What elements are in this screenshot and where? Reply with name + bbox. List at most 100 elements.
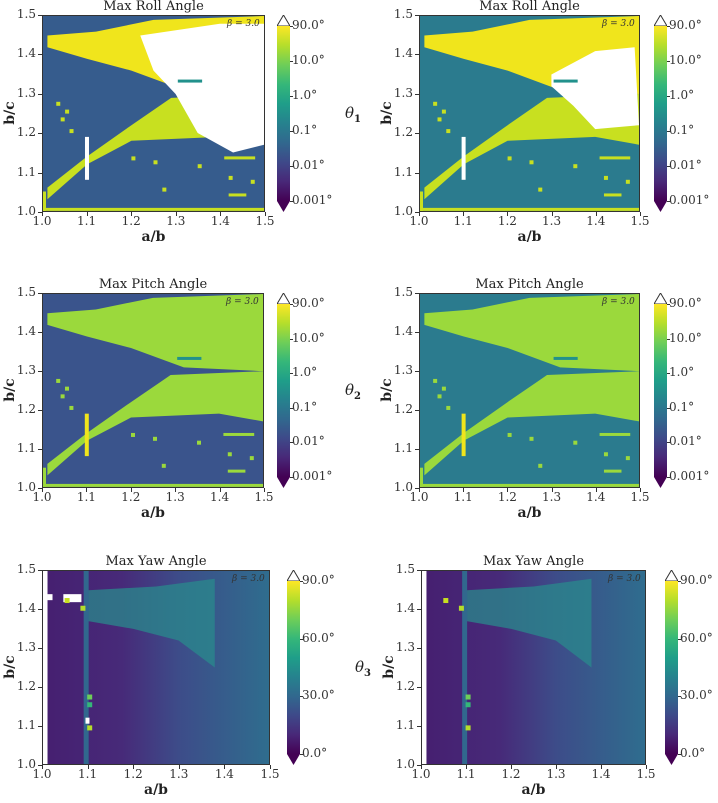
x-axis-label: a/b bbox=[517, 229, 542, 245]
x-tick-mark bbox=[640, 212, 641, 216]
colorbar-tick-mark bbox=[290, 26, 293, 27]
heatmap-plot bbox=[419, 15, 640, 212]
y-tick-label: 1.1 bbox=[16, 441, 36, 455]
y-tick-mark bbox=[38, 371, 42, 372]
y-tick-label: 1.2 bbox=[395, 679, 415, 693]
x-tick-label: 1.3 bbox=[166, 214, 186, 228]
colorbar-tick-label: 10.0° bbox=[292, 330, 325, 345]
x-tick-label: 1.3 bbox=[169, 767, 189, 781]
x-tick-label: 1.5 bbox=[260, 767, 280, 781]
y-tick-mark bbox=[415, 212, 419, 213]
colorbar-tick-mark bbox=[667, 166, 670, 167]
x-tick-label: 1.1 bbox=[453, 214, 473, 228]
y-tick-label: 1.0 bbox=[395, 757, 415, 771]
colorbar-tick-mark bbox=[678, 696, 681, 698]
colorbar-tick-mark bbox=[290, 338, 293, 340]
colorbar-tick-label: 90.0° bbox=[680, 573, 713, 587]
x-tick-mark bbox=[463, 212, 465, 216]
heatmap-plot bbox=[42, 15, 265, 212]
colorbar-tick-mark bbox=[290, 304, 293, 305]
x-tick-label: 1.2 bbox=[123, 767, 143, 781]
colorbar-tick-mark bbox=[678, 754, 681, 755]
colorbar-tick-mark bbox=[300, 696, 303, 698]
colorbar-tick-mark bbox=[678, 638, 681, 640]
x-tick-mark bbox=[42, 488, 43, 492]
x-tick-mark bbox=[133, 765, 135, 769]
colorbar-label: θ3 bbox=[355, 658, 371, 679]
x-tick-label: 1.3 bbox=[165, 490, 185, 504]
panel-title: Max Yaw Angle bbox=[482, 554, 585, 569]
x-tick-label: 1.4 bbox=[586, 214, 606, 228]
colorbar-tick-label: 10.0° bbox=[669, 330, 702, 345]
x-tick-label: 1.5 bbox=[255, 214, 275, 228]
colorbar-tick-mark bbox=[290, 477, 293, 478]
y-tick-label: 1.1 bbox=[393, 441, 413, 455]
colorbar-tick-label: 90.0° bbox=[669, 18, 702, 32]
colorbar-tick-mark bbox=[290, 373, 293, 375]
x-tick-mark bbox=[640, 488, 641, 492]
colorbar-tick-label: 0.0° bbox=[302, 746, 328, 760]
y-tick-mark bbox=[415, 172, 419, 174]
y-tick-label: 1.0 bbox=[16, 204, 36, 218]
x-tick-mark bbox=[224, 765, 226, 769]
colorbar-tick-label: 0.001° bbox=[292, 469, 333, 483]
x-tick-mark bbox=[42, 212, 43, 216]
x-tick-mark bbox=[595, 488, 597, 492]
x-tick-label: 1.5 bbox=[630, 214, 650, 228]
y-tick-mark bbox=[38, 93, 42, 95]
y-tick-label: 1.4 bbox=[393, 324, 413, 338]
beta-annotation: β = 3.0 bbox=[232, 574, 265, 584]
x-tick-mark bbox=[220, 212, 222, 216]
colorbar-tick-label: 0.1° bbox=[669, 399, 695, 414]
heatmap-plot bbox=[42, 293, 264, 488]
y-tick-label: 1.2 bbox=[393, 125, 413, 140]
colorbar-tick-label: 30.0° bbox=[302, 688, 335, 703]
x-tick-label: 1.5 bbox=[630, 490, 650, 504]
theta-symbol: θ bbox=[355, 657, 365, 676]
x-tick-label: 1.0 bbox=[32, 214, 52, 228]
colorbar-tick-label: 0.0° bbox=[680, 746, 706, 760]
colorbar-label: θ2 bbox=[345, 381, 361, 402]
y-tick-mark bbox=[38, 570, 42, 571]
x-axis-label: a/b bbox=[144, 782, 168, 798]
panel-title: Max Roll Angle bbox=[479, 0, 580, 14]
x-tick-mark bbox=[130, 488, 132, 492]
colorbar-tick-mark bbox=[300, 754, 303, 755]
x-tick-label: 1.4 bbox=[591, 767, 611, 781]
x-tick-mark bbox=[419, 488, 420, 492]
y-tick-mark bbox=[417, 648, 421, 649]
y-tick-mark bbox=[38, 133, 42, 135]
y-tick-mark bbox=[415, 488, 419, 489]
x-tick-label: 1.1 bbox=[456, 767, 476, 781]
x-axis-label: a/b bbox=[521, 782, 546, 798]
heatmap-plot bbox=[421, 570, 646, 765]
y-tick-mark bbox=[415, 54, 419, 56]
y-tick-label: 1.1 bbox=[393, 164, 413, 179]
x-tick-label: 1.2 bbox=[497, 214, 517, 228]
colorbar-tick-label: 0.01° bbox=[669, 434, 702, 449]
x-tick-mark bbox=[219, 488, 221, 492]
x-tick-label: 1.4 bbox=[210, 214, 230, 228]
panel-title: Max Roll Angle bbox=[103, 0, 204, 14]
y-tick-mark bbox=[38, 648, 42, 649]
y-axis-label: b/c bbox=[381, 654, 397, 679]
panel-title: Max Pitch Angle bbox=[475, 277, 584, 292]
colorbar bbox=[653, 14, 668, 216]
y-axis-label: b/c bbox=[2, 377, 18, 402]
colorbar-tick-label: 90.0° bbox=[302, 573, 335, 587]
x-tick-mark bbox=[86, 212, 88, 216]
y-tick-label: 1.5 bbox=[16, 7, 36, 21]
y-tick-label: 1.4 bbox=[393, 46, 413, 61]
x-axis-label: a/b bbox=[517, 505, 542, 521]
x-tick-mark bbox=[421, 765, 422, 769]
y-tick-label: 1.0 bbox=[393, 204, 413, 218]
y-tick-mark bbox=[38, 488, 42, 489]
x-tick-mark bbox=[551, 488, 553, 492]
y-tick-label: 1.2 bbox=[16, 402, 36, 416]
colorbar-tick-mark bbox=[667, 373, 670, 375]
y-tick-label: 1.3 bbox=[16, 85, 36, 100]
x-tick-mark bbox=[511, 765, 512, 769]
x-tick-label: 1.3 bbox=[542, 214, 562, 228]
colorbar-tick-label: 30.0° bbox=[680, 688, 713, 703]
colorbar-tick-label: 90.0° bbox=[292, 18, 325, 32]
